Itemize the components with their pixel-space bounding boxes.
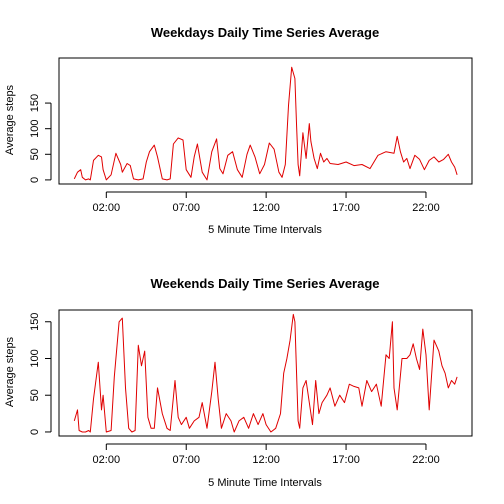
series-line (73, 66, 458, 181)
x-tick-label: 07:00 (172, 202, 200, 214)
y-tick-label: 100 (29, 120, 41, 138)
chart-title: Weekends Daily Time Series Average (150, 276, 379, 291)
y-tick-label: 0 (29, 177, 41, 183)
y-axis-label: Average steps (4, 336, 16, 407)
x-axis: 02:00 07:00 12:00 17:00 22:00 (93, 191, 440, 214)
x-tick-label: 22:00 (412, 202, 440, 214)
y-tick-label: 150 (29, 313, 41, 331)
series-line (73, 313, 458, 433)
x-tick-label: 07:00 (172, 454, 200, 466)
chart-title: Weekdays Daily Time Series Average (151, 25, 379, 40)
y-axis-label: Average steps (4, 84, 16, 155)
plot-frame (58, 309, 473, 437)
y-tick-label: 100 (29, 349, 41, 367)
x-axis-label: 5 Minute Time Intervals (208, 477, 322, 489)
x-tick-label: 02:00 (93, 202, 121, 214)
x-tick-label: 02:00 (93, 454, 121, 466)
x-axis: 02:00 07:00 12:00 17:00 22:00 (93, 443, 440, 466)
y-axis: 0 50 100 150 (29, 94, 52, 183)
x-tick-label: 22:00 (412, 454, 440, 466)
y-tick-label: 50 (29, 389, 41, 401)
weekdays-panel: Weekdays Daily Time Series Average 02:00… (4, 25, 473, 236)
x-tick-label: 17:00 (332, 454, 360, 466)
y-tick-label: 0 (29, 429, 41, 435)
y-tick-label: 150 (29, 94, 41, 112)
x-axis-label: 5 Minute Time Intervals (208, 224, 322, 236)
y-tick-label: 50 (29, 148, 41, 160)
weekends-panel: Weekends Daily Time Series Average 02:00… (4, 276, 473, 489)
x-tick-label: 12:00 (252, 454, 280, 466)
plot-frame (58, 57, 473, 185)
y-axis: 0 50 100 150 (29, 313, 52, 435)
x-tick-label: 12:00 (252, 202, 280, 214)
x-tick-label: 17:00 (332, 202, 360, 214)
